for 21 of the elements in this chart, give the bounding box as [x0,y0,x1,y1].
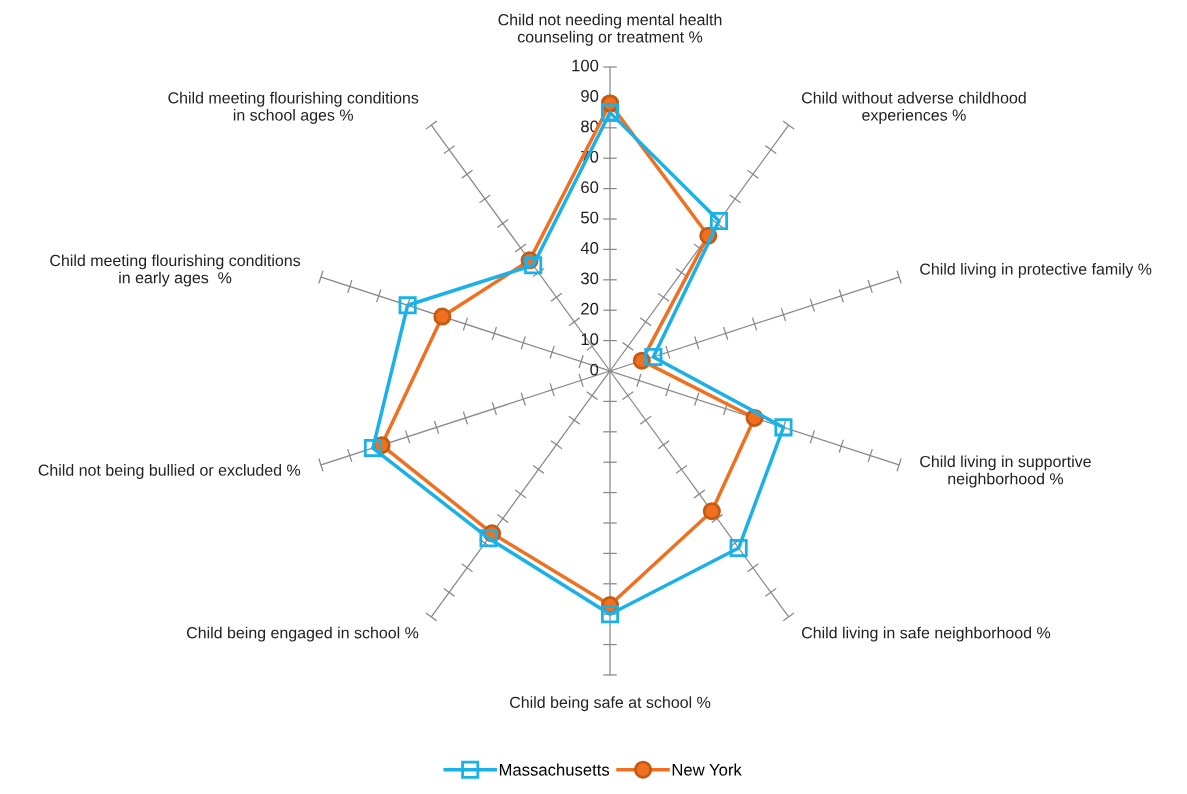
y-tick-label: 90 [581,90,599,102]
legend-label: Massachusetts [499,763,610,776]
spoke-label: Child living in protective family % [920,263,1152,278]
y-tick-label: 0 [590,363,599,376]
spoke-label: Child living in supportive neighborhood % [920,455,1091,488]
spoke-label: Child meeting flourishing conditions in early ages % [50,254,301,287]
y-tick-label: 40 [580,242,599,254]
legend-label: New York [672,763,742,776]
y-tick-label: 100 [572,59,599,72]
y-tick-label: 60 [581,181,599,194]
y-tick-label: 50 [581,211,599,224]
spoke-label: Child living in safe neighborhood % [801,626,1051,642]
y-tick-label: 20 [581,302,599,315]
y-tick-label: 10 [581,333,599,346]
spoke-label: Child not needing mental health counseling or treatment % [498,13,722,46]
spoke-label: Child meeting flourishing conditions in school ages % [168,91,419,124]
spoke-label: Child being safe at school % [510,696,711,712]
y-tick-label: 30 [580,272,599,285]
spoke-label: Child not being bullied or excluded % [38,464,301,479]
spoke-label: Child being engaged in school % [186,626,419,642]
spoke-label: Child without adverse childhood experiences % [801,91,1026,124]
